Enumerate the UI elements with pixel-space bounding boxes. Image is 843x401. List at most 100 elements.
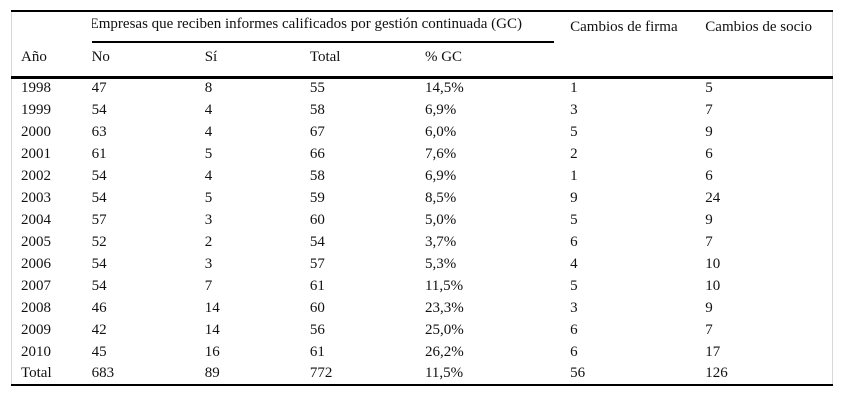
table-cell: 60 <box>309 299 325 316</box>
table-cell: 9 <box>705 299 713 316</box>
table-cell: 6 <box>705 145 713 162</box>
table-cell: 1 <box>570 167 578 184</box>
table-cell: 56 <box>309 321 325 338</box>
table-cell: 6 <box>570 233 578 250</box>
table-cell: 3 <box>204 211 213 228</box>
table-cell: 89 <box>204 365 220 381</box>
table-cell: 5 <box>570 211 578 228</box>
column-header-si: Sí <box>204 43 310 79</box>
column-header-pct-gc: % GC <box>424 43 571 79</box>
table-row: Total 683 89 772 11,5% 56 126 <box>12 363 833 385</box>
table-row: 2007 54 7 61 11,5% 5 10 <box>12 275 833 297</box>
table-cell: 2009 <box>21 321 51 338</box>
table-cell: 2002 <box>21 167 51 184</box>
table-row: 2009 42 14 56 25,0% 6 7 <box>12 319 833 341</box>
table-cell: 54 <box>91 167 107 184</box>
table-cell: 58 <box>309 167 325 184</box>
audit-reports-table-container: Empresas que reciben informes calificado… <box>11 10 833 386</box>
table-cell: 58 <box>309 101 325 118</box>
table-cell: 4 <box>570 255 578 272</box>
table-cell: 2004 <box>21 211 51 228</box>
table-cell: 2 <box>204 233 213 250</box>
table-cell: 42 <box>91 321 107 338</box>
table-cell: 5 <box>204 189 213 206</box>
table-cell: 10 <box>705 277 721 294</box>
table-cell: 7 <box>705 233 713 250</box>
table-cell: 4 <box>204 123 213 140</box>
table-cell: 5 <box>705 80 713 97</box>
table-cell: 14,5% <box>424 80 464 97</box>
table-cell: 2 <box>570 145 578 162</box>
table-cell: 57 <box>309 255 325 272</box>
empty-corner-cell <box>12 11 92 43</box>
column-header-no: No <box>91 43 205 79</box>
table-row: 2000 63 4 67 6,0% 5 9 <box>12 121 833 143</box>
table-cell: 55 <box>309 80 325 97</box>
table-cell: 1999 <box>21 101 51 118</box>
table-cell: 66 <box>309 145 325 162</box>
table-cell: 5,0% <box>424 211 457 228</box>
table-cell: 61 <box>91 145 107 162</box>
table-cell: 7,6% <box>424 145 457 162</box>
table-cell: 5 <box>204 145 213 162</box>
table-cell: 4 <box>204 101 213 118</box>
table-cell: 14 <box>204 299 220 316</box>
table-cell: 6 <box>570 321 578 338</box>
table-cell: 61 <box>309 277 325 294</box>
table-cell: 4 <box>204 167 213 184</box>
table-row: 2008 46 14 60 23,3% 3 9 <box>12 297 833 319</box>
table-cell: 23,3% <box>424 299 464 316</box>
table-cell: 60 <box>309 211 325 228</box>
table-cell: 54 <box>309 233 325 250</box>
table-cell: 54 <box>91 255 107 272</box>
table-cell: 6,0% <box>424 123 457 140</box>
table-cell: 7 <box>705 321 713 338</box>
table-cell: 7 <box>204 277 213 294</box>
table-cell: 54 <box>91 277 107 294</box>
table-cell: 11,5% <box>424 277 464 294</box>
table-cell: 59 <box>309 189 325 206</box>
table-cell: 47 <box>91 80 107 97</box>
table-cell: 3,7% <box>424 233 457 250</box>
table-cell: Total <box>21 365 52 381</box>
table-cell: 2007 <box>21 277 51 294</box>
table-cell: 46 <box>91 299 107 316</box>
table-cell: 16 <box>204 343 220 360</box>
table-cell: 6,9% <box>424 167 457 184</box>
table-cell: 11,5% <box>424 365 464 381</box>
table-cell: 8,5% <box>424 189 457 206</box>
table-row: 2003 54 5 59 8,5% 9 24 <box>12 187 833 209</box>
table-cell: 1998 <box>21 80 51 97</box>
table-cell: 54 <box>91 189 107 206</box>
table-cell: 2010 <box>21 343 51 360</box>
table-cell: 5,3% <box>424 255 457 272</box>
table-cell: 14 <box>204 321 220 338</box>
table-cell: 3 <box>570 101 578 118</box>
table-cell: 6,9% <box>424 101 457 118</box>
table-row: 2006 54 3 57 5,3% 4 10 <box>12 253 833 275</box>
table-cell: 17 <box>705 343 721 360</box>
column-header-cambios-de-firma: Cambios de firma <box>570 11 706 79</box>
column-header-total: Total <box>309 43 425 79</box>
table-cell: 5 <box>570 123 578 140</box>
table-row: 1998 47 8 55 14,5% 1 5 <box>12 77 833 99</box>
table-row: 1999 54 4 58 6,9% 3 7 <box>12 99 833 121</box>
table-cell: 45 <box>91 343 107 360</box>
table-cell: 6 <box>570 343 578 360</box>
table-body: 1998 47 8 55 14,5% 1 5 1999 54 4 58 6,9% 3 7 2000 63 4 67… <box>12 77 833 385</box>
table-cell: 772 <box>309 365 333 381</box>
table-cell: 3 <box>570 299 578 316</box>
table-cell: 10 <box>705 255 721 272</box>
table-cell: 9 <box>570 189 578 206</box>
table-cell: 683 <box>91 365 115 381</box>
column-header-cambios-de-socio: Cambios de socio <box>705 11 833 79</box>
table-cell: 2001 <box>21 145 51 162</box>
table-cell: 9 <box>705 211 713 228</box>
table-cell: 24 <box>705 189 721 206</box>
table-cell: 126 <box>705 365 728 381</box>
table-cell: 5 <box>570 277 578 294</box>
table-cell: 63 <box>91 123 107 140</box>
table-cell: 67 <box>309 123 325 140</box>
table-cell: 1 <box>570 80 578 97</box>
group-header-row: Empresas que reciben informes calificado… <box>12 11 833 79</box>
